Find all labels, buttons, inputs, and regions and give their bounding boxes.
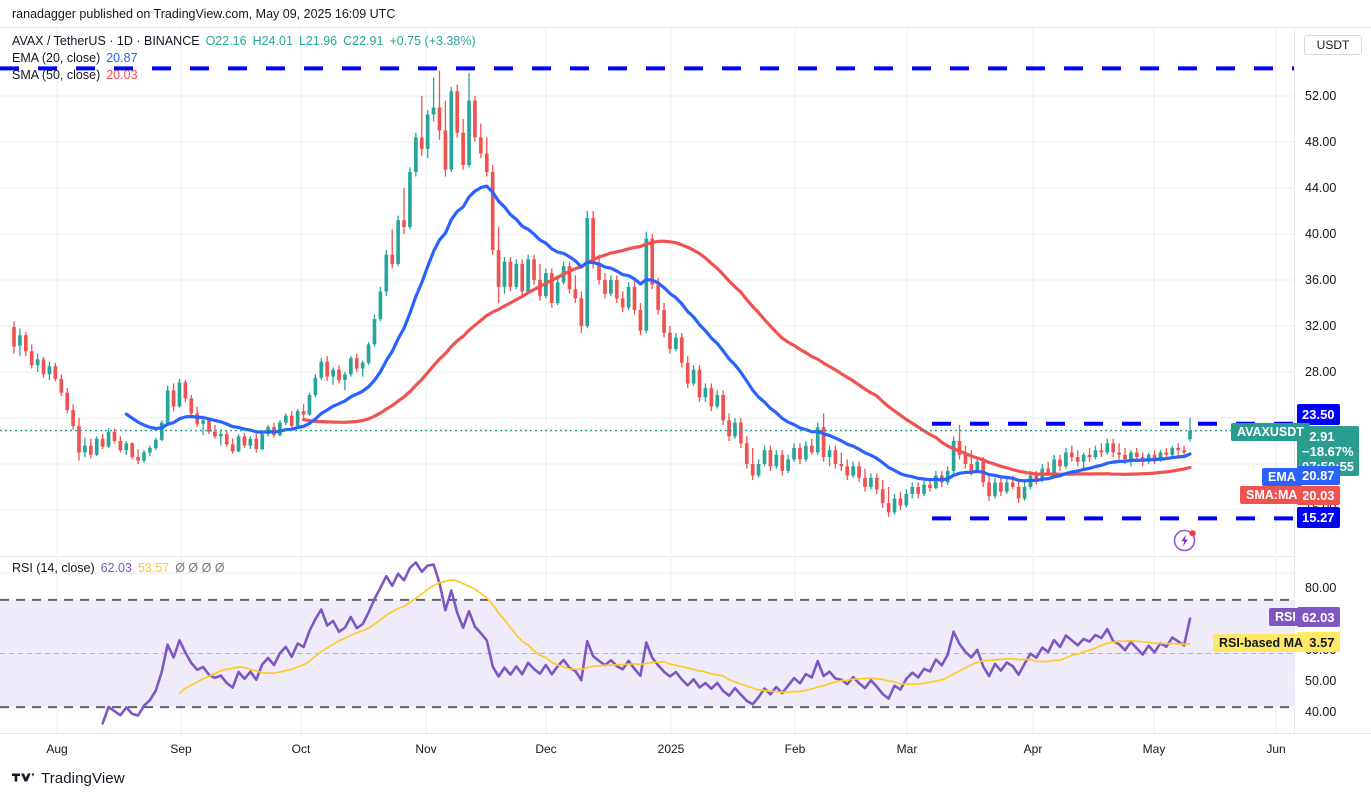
time-axis-label: May [1142, 742, 1166, 756]
price-pane[interactable] [0, 29, 1294, 554]
sma-price-badge[interactable]: 20.03 [1297, 486, 1340, 505]
time-axis-label: Jun [1266, 742, 1286, 756]
rsi-pane[interactable] [0, 556, 1294, 734]
sma-tag[interactable]: SMA:MA [1240, 486, 1304, 504]
ohlc-high-value: 24.01 [261, 34, 293, 48]
ohlc-open-label: O [205, 34, 216, 48]
time-axis-label: Feb [784, 742, 806, 756]
ohlc-low-label: L [298, 34, 306, 48]
price-tick: 44.00 [1305, 181, 1337, 195]
time-axis-label: 2025 [657, 742, 685, 756]
ema-label: EMA (20, close) [12, 51, 101, 65]
footer: TradingView [0, 762, 1371, 796]
ohlc-low-value: 21.96 [305, 34, 338, 48]
sma-value: 20.03 [106, 68, 138, 82]
last-price-change-pct: −18.67% [1302, 443, 1354, 459]
sma-label: SMA (50, close) [12, 68, 101, 82]
tradingview-logo[interactable]: TradingView [12, 770, 125, 787]
currency-unit-box[interactable]: USDT [1304, 35, 1362, 55]
rsi-ma-tag[interactable]: RSI-based MA [1213, 634, 1310, 652]
rsi-tick: 80.00 [1305, 581, 1337, 595]
price-tick: 48.00 [1305, 135, 1337, 149]
price-chart-canvas [0, 29, 1294, 554]
price-change: +0.75 (+3.38%) [389, 34, 476, 48]
tradingview-brand: TradingView [41, 770, 125, 787]
rsi-legend: RSI (14, close) 62.03 53.57 Ø Ø Ø Ø [12, 560, 225, 577]
time-axis-label: Apr [1023, 742, 1043, 756]
time-axis-label: Dec [535, 742, 557, 756]
price-legend-row-symbol[interactable]: AVAX / TetherUS · 1D · BINANCE O22.16 H24.… [12, 33, 476, 50]
rsi-empty-values: Ø Ø Ø Ø [175, 561, 225, 575]
symbol-price-tag[interactable]: AVAXUSDT [1231, 423, 1310, 441]
time-axis-label: Oct [291, 742, 311, 756]
rsi-chart-canvas [0, 557, 1294, 734]
symbol-label: AVAX / TetherUS · 1D · BINANCE [12, 34, 200, 48]
ema-value: 20.87 [106, 51, 138, 65]
price-scale[interactable]: USDT 52.00 48.00 44.00 40.00 36.00 32.00… [1294, 29, 1371, 750]
price-tick: 36.00 [1305, 273, 1337, 287]
rsi-legend-row[interactable]: RSI (14, close) 62.03 53.57 Ø Ø Ø Ø [12, 560, 225, 577]
time-axis-label: Aug [46, 742, 68, 756]
time-axis-label: Mar [896, 742, 918, 756]
price-tick: 32.00 [1305, 319, 1337, 333]
ema-tag[interactable]: EMA [1262, 468, 1302, 486]
rsi-tag[interactable]: RSI [1269, 608, 1302, 626]
time-axis-label: Nov [415, 742, 437, 756]
ohlc-close-value: 22.91 [352, 34, 384, 48]
ema-price-badge[interactable]: 20.87 [1297, 466, 1340, 485]
rsi-ma-legend-value: 53.57 [137, 561, 170, 575]
ohlc-open-value: 22.16 [215, 34, 247, 48]
rsi-title: RSI (14, close) [12, 561, 95, 575]
rsi-tick: 40.00 [1305, 705, 1337, 719]
rsi-legend-value: 62.03 [100, 561, 132, 575]
price-legend-row-sma[interactable]: SMA (50, close) 20.03 [12, 67, 476, 84]
last-price-value: 22.91 [1302, 428, 1335, 444]
ohlc-close-label: C [343, 34, 353, 48]
price-legend-row-ema[interactable]: EMA (20, close) 20.87 [12, 50, 476, 67]
rsi-value-badge[interactable]: 62.03 [1297, 607, 1340, 627]
support-price-badge[interactable]: 15.27 [1297, 507, 1340, 528]
publish-text: ranadagger published on TradingView.com,… [12, 6, 396, 21]
publish-info-bar: ranadagger published on TradingView.com,… [0, 0, 1371, 28]
price-tick: 28.00 [1305, 365, 1337, 379]
price-tick: 52.00 [1305, 89, 1337, 103]
price-legend: AVAX / TetherUS · 1D · BINANCE O22.16 H24.… [12, 33, 476, 84]
tradingview-logo-icon [12, 773, 34, 781]
rsi-tick: 50.00 [1305, 674, 1337, 688]
time-axis-label: Sep [170, 742, 192, 756]
time-axis[interactable]: Aug Sep Oct Nov Dec 2025 Feb Mar Apr May Jun [0, 733, 1371, 763]
lightning-replay-icon[interactable] [1173, 527, 1198, 552]
ohlc-high-label: H [252, 34, 262, 48]
resistance-price-badge[interactable]: 23.50 [1297, 404, 1340, 425]
price-tick: 40.00 [1305, 227, 1337, 241]
